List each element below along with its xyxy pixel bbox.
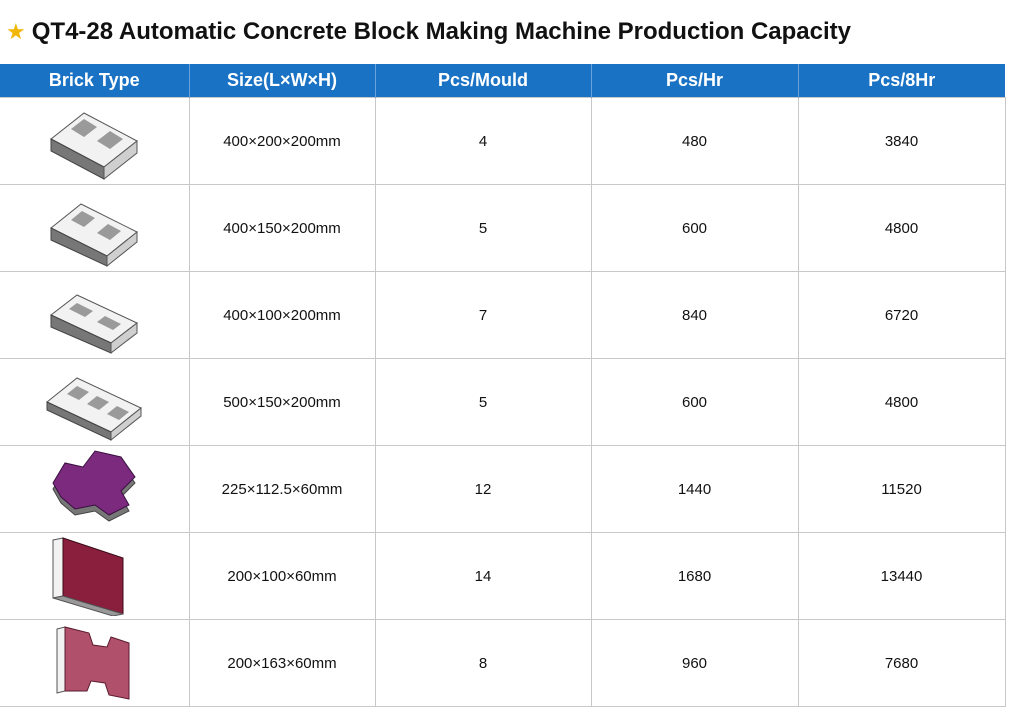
table-row: 400×100×200mm 7 840 6720 xyxy=(0,271,1006,359)
size-cell: 400×150×200mm xyxy=(188,184,376,272)
size-cell: 500×150×200mm xyxy=(188,358,376,446)
pcs-mould-cell: 14 xyxy=(374,532,592,620)
pcs-8hr-cell: 11520 xyxy=(797,445,1006,533)
pcs-mould-cell: 7 xyxy=(374,271,592,359)
header-pcs-8hr: Pcs/8Hr xyxy=(798,64,1005,98)
page-title: ★ QT4-28 Automatic Concrete Block Making… xyxy=(6,16,851,48)
pcs-8hr-cell: 4800 xyxy=(797,358,1006,446)
table-row: 200×100×60mm 14 1680 13440 xyxy=(0,532,1006,620)
size-cell: 225×112.5×60mm xyxy=(188,445,376,533)
pcs-hr-cell: 1440 xyxy=(590,445,799,533)
i-shape-paver-icon xyxy=(56,626,130,700)
header-brick-type: Brick Type xyxy=(0,64,190,98)
star-icon: ★ xyxy=(6,19,26,44)
size-cell: 400×200×200mm xyxy=(188,97,376,185)
size-cell: 200×163×60mm xyxy=(188,619,376,707)
header-pcs-hr: Pcs/Hr xyxy=(591,64,799,98)
table-row: 500×150×200mm 5 600 4800 xyxy=(0,358,1006,446)
table-header-row: Brick Type Size(L×W×H) Pcs/Mould Pcs/Hr … xyxy=(0,64,1005,98)
table-row: 225×112.5×60mm 12 1440 11520 xyxy=(0,445,1006,533)
pcs-hr-cell: 480 xyxy=(590,97,799,185)
pcs-hr-cell: 1680 xyxy=(590,532,799,620)
pcs-8hr-cell: 3840 xyxy=(797,97,1006,185)
zigzag-paver-icon xyxy=(52,450,136,522)
hollow-block-3-hole-icon xyxy=(46,377,143,442)
header-size: Size(L×W×H) xyxy=(189,64,376,98)
hollow-block-2-hole-icon xyxy=(50,203,139,268)
production-capacity-table: Brick Type Size(L×W×H) Pcs/Mould Pcs/Hr … xyxy=(0,64,1006,707)
pcs-mould-cell: 8 xyxy=(374,619,592,707)
pcs-hr-cell: 600 xyxy=(590,358,799,446)
pcs-mould-cell: 5 xyxy=(374,184,592,272)
pcs-8hr-cell: 13440 xyxy=(797,532,1006,620)
pcs-hr-cell: 840 xyxy=(590,271,799,359)
page-title-text: QT4-28 Automatic Concrete Block Making M… xyxy=(31,18,852,45)
pcs-mould-cell: 12 xyxy=(374,445,592,533)
pcs-hr-cell: 960 xyxy=(590,619,799,707)
table-row: 400×150×200mm 5 600 4800 xyxy=(0,184,1006,272)
pcs-8hr-cell: 6720 xyxy=(797,271,1006,359)
pcs-mould-cell: 5 xyxy=(374,358,592,446)
table-row: 400×200×200mm 4 480 3840 xyxy=(0,97,1006,185)
pcs-8hr-cell: 7680 xyxy=(797,619,1006,707)
hollow-block-2-hole-icon xyxy=(50,112,139,181)
size-cell: 400×100×200mm xyxy=(188,271,376,359)
header-pcs-mould: Pcs/Mould xyxy=(375,64,592,98)
table-row: 200×163×60mm 8 960 7680 xyxy=(0,619,1006,707)
size-cell: 200×100×60mm xyxy=(188,532,376,620)
hollow-block-slot-icon xyxy=(50,294,139,355)
pcs-mould-cell: 4 xyxy=(374,97,592,185)
pcs-8hr-cell: 4800 xyxy=(797,184,1006,272)
rectangular-paver-icon xyxy=(52,537,124,616)
pcs-hr-cell: 600 xyxy=(590,184,799,272)
